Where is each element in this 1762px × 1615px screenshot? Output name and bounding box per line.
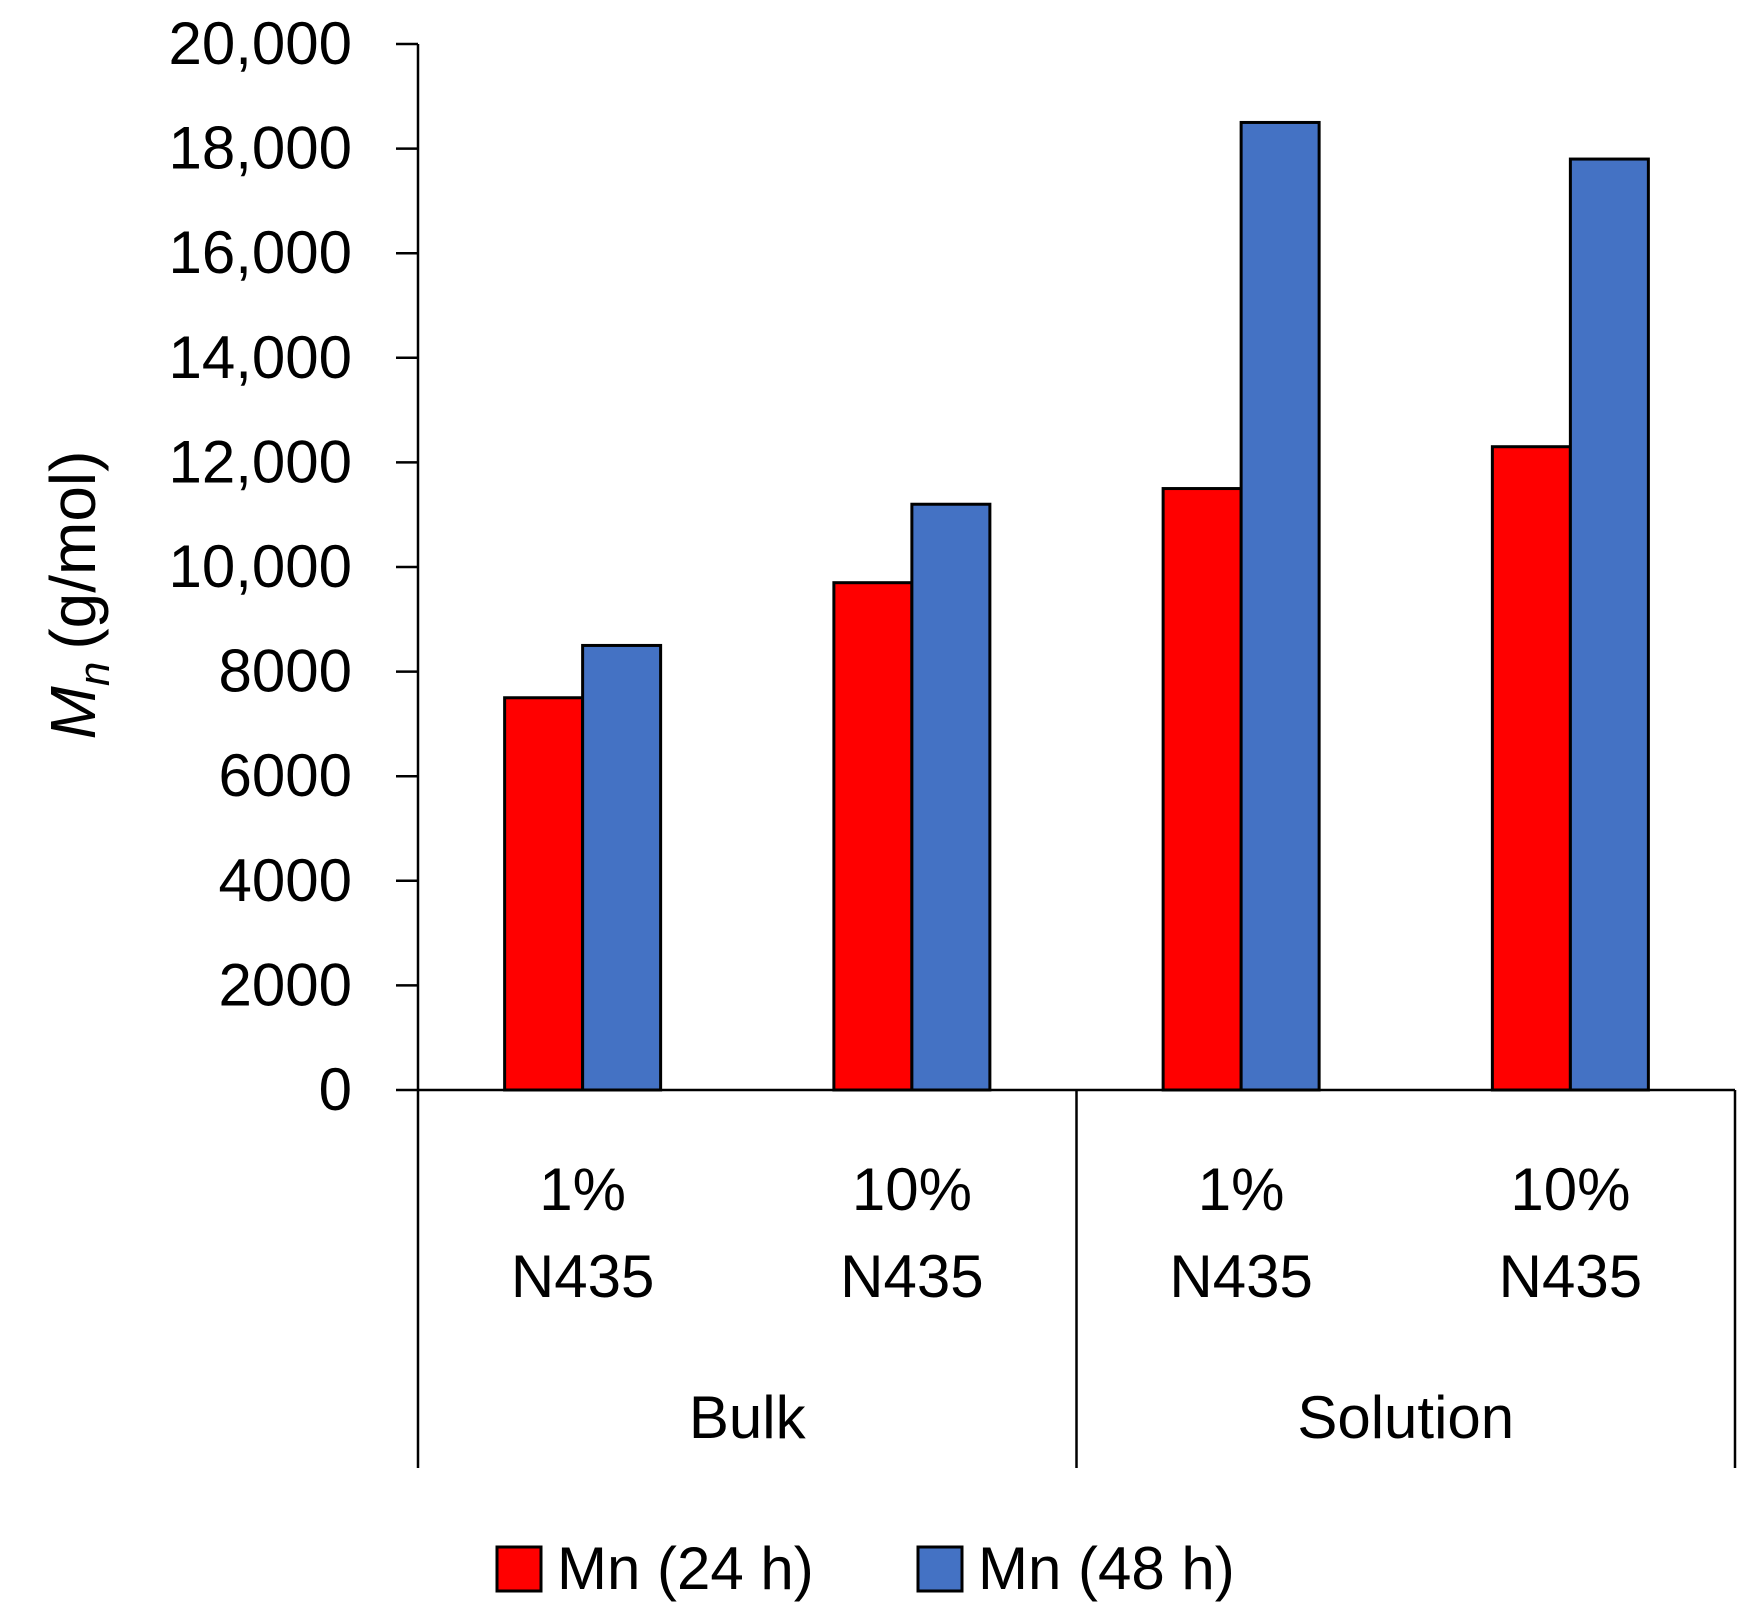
bar-48h-2 — [910, 502, 992, 1092]
x-category-label-line2: N435 — [840, 1243, 983, 1310]
x-category-label-line2: N435 — [511, 1243, 654, 1310]
legend-swatch-48h — [916, 1545, 964, 1593]
y-tick-label: 6000 — [219, 742, 352, 809]
y-axis-ticks: 0 2000 4000 6000 8000 10,000 12,000 14,000 16,00… — [168, 10, 418, 1123]
bar-24h-4 — [1490, 445, 1572, 1092]
y-tick-label: 16,000 — [168, 219, 352, 286]
y-tick-label: 12,000 — [168, 428, 352, 495]
legend: Mn (24 h) Mn (48 h) — [495, 1535, 1235, 1602]
legend-label-48h: Mn (48 h) — [978, 1535, 1235, 1602]
y-tick-label: 20,000 — [168, 10, 352, 77]
x-category-label-line1: 10% — [1510, 1156, 1630, 1223]
axes — [416, 44, 1737, 1468]
y-axis-label: Mn (g/mol) — [37, 451, 119, 740]
y-tick-label: 2000 — [219, 951, 352, 1018]
x-group-label: Bulk — [689, 1384, 807, 1451]
bars — [503, 120, 1650, 1092]
y-tick-label: 0 — [319, 1056, 352, 1123]
x-axis-categories: 1% N435 10% N435 1% N435 10% N435 Bulk Solution — [511, 1156, 1642, 1451]
y-tick-label: 8000 — [219, 638, 352, 705]
bar-24h-3 — [1161, 487, 1243, 1092]
bar-48h-4 — [1568, 157, 1650, 1092]
y-tick-label: 10,000 — [168, 533, 352, 600]
bar-48h-3 — [1239, 120, 1321, 1092]
x-category-label-line1: 1% — [1198, 1156, 1285, 1223]
bar-24h-2 — [832, 581, 914, 1092]
y-axis-label-unit: (g/mol) — [37, 451, 109, 650]
x-category-label-line2: N435 — [1169, 1243, 1312, 1310]
legend-swatch-24h — [495, 1545, 543, 1593]
x-category-label-line1: 10% — [852, 1156, 972, 1223]
x-category-label-line2: N435 — [1499, 1243, 1642, 1310]
bar-48h-1 — [581, 643, 663, 1092]
y-tick-label: 4000 — [219, 847, 352, 914]
x-group-label: Solution — [1297, 1384, 1514, 1451]
y-axis-label-symbol: M — [37, 685, 109, 739]
x-category-label-line1: 1% — [539, 1156, 626, 1223]
legend-label-24h: Mn (24 h) — [557, 1535, 814, 1602]
y-tick-label: 18,000 — [168, 115, 352, 182]
y-axis-label-subscript: n — [70, 662, 119, 686]
bar-24h-1 — [503, 696, 585, 1092]
y-tick-label: 14,000 — [168, 324, 352, 391]
